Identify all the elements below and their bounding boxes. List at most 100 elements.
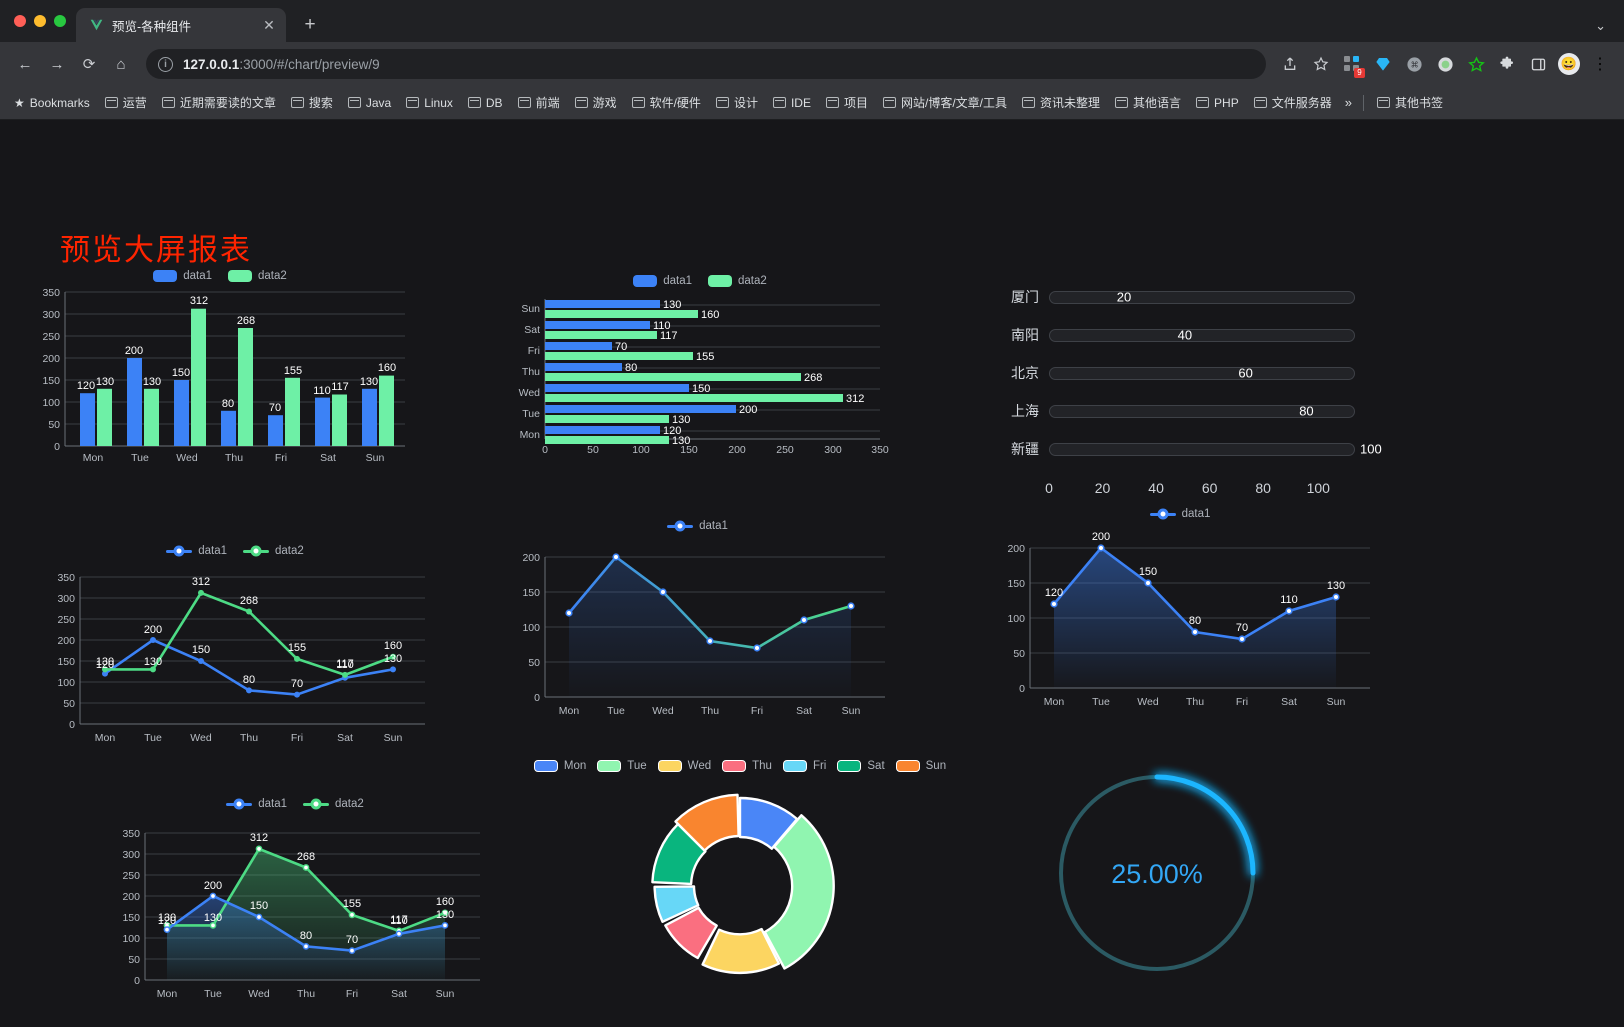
forward-icon[interactable]: → [49,55,65,73]
folder-icon [161,97,175,108]
site-info-icon[interactable]: i [158,56,173,72]
donut-slice-wed[interactable] [701,927,781,975]
bookmark-folder[interactable]: 软件/硬件 [626,91,707,114]
bookmark-folder[interactable]: 其他语言 [1109,91,1187,114]
donut-slice-fri[interactable] [653,885,700,923]
side-panel-icon[interactable] [1524,50,1552,78]
legend-item[interactable]: data1 [1149,508,1210,520]
legend-item[interactable]: data2 [303,798,364,810]
progress-track[interactable]: 20 [1049,290,1355,305]
svg-text:200: 200 [739,404,757,416]
bookmark-folder[interactable]: PHP [1190,93,1245,113]
diamond-extension-icon[interactable] [1369,50,1397,78]
share-icon[interactable] [1276,50,1304,78]
y-axis-ticks: 0 50 100 150 200 250 300 350 [42,287,60,453]
axis-tick: 60 [1201,480,1218,496]
bookmark-folder[interactable]: 搜索 [285,91,339,114]
svg-text:100: 100 [42,397,60,409]
bookmark-folder[interactable]: 设计 [710,91,764,114]
progress-track[interactable]: 60 [1049,366,1355,381]
bookmark-folder[interactable]: DB [462,93,509,113]
progress-track[interactable]: 80 [1049,404,1355,419]
bookmarks-label: Bookmarks [29,95,90,110]
svg-text:70: 70 [291,678,303,690]
progress-value: 40 [1177,327,1193,343]
bookmarks-overflow-icon[interactable]: » [1344,95,1352,110]
bookmark-folder[interactable]: 网站/博客/文章/工具 [877,91,1013,114]
legend-label: data1 [258,798,287,810]
bookmark-folder[interactable]: 项目 [820,91,874,114]
green-star-extension-icon[interactable] [1462,50,1490,78]
legend-item[interactable]: Sat [837,760,885,772]
svg-text:160: 160 [384,640,402,652]
chrome-menu-icon[interactable]: ⋮ [1592,56,1608,73]
legend-item[interactable]: Mon [533,760,586,772]
bookmark-folder[interactable]: 资讯未整理 [1016,91,1106,114]
minimize-window-button[interactable] [34,15,46,27]
chevron-down-icon[interactable]: ⌄ [1595,18,1606,33]
bookmark-folder[interactable]: 近期需要读的文章 [156,91,282,114]
bars-data2 [97,308,394,446]
bookmark-folder[interactable]: Linux [400,93,459,113]
legend-item[interactable]: data1 [166,545,227,557]
legend-item[interactable]: data1 [226,798,287,810]
profile-avatar[interactable]: 😀 [1555,50,1583,78]
legend-item[interactable]: Thu [722,760,772,772]
command-extension-icon[interactable]: ⌘ [1400,50,1428,78]
bookmark-folder[interactable]: 前端 [512,91,566,114]
circle-extension-icon[interactable] [1431,50,1459,78]
legend-item[interactable]: data2 [228,270,287,282]
reload-icon[interactable]: ⟳ [82,56,96,73]
svg-text:Mon: Mon [157,988,178,1000]
legend-swatch-wed [657,760,682,772]
bookmark-folder[interactable]: 游戏 [569,91,623,114]
svg-text:268: 268 [297,851,315,863]
browser-toolbar: ← → ⟳ ⌂ i 127.0.0.1:3000/#/chart/preview… [0,42,1624,86]
browser-tab[interactable]: 预览-各种组件 ✕ [76,8,286,42]
progress-track[interactable]: 100 [1049,442,1382,457]
divider [1362,94,1364,111]
new-tab-button[interactable]: + [304,14,316,35]
progress-track[interactable]: 40 [1049,327,1355,343]
svg-text:100: 100 [632,444,650,456]
legend-line-data1 [1149,512,1176,516]
donut-slice-thu[interactable] [664,906,718,960]
bookmark-folder[interactable]: 文件服务器 [1248,91,1338,114]
legend-item[interactable]: data1 [153,270,212,282]
legend-item[interactable]: Sun [895,760,946,772]
address-bar[interactable]: i 127.0.0.1:3000/#/chart/preview/9 [146,49,1266,79]
avatar-emoji: 😀 [1558,53,1580,75]
legend-item[interactable]: data2 [708,275,767,287]
legend-item[interactable]: Wed [657,760,711,772]
legend-item[interactable]: data1 [633,275,692,287]
svg-text:155: 155 [284,365,302,377]
legend-item[interactable]: data2 [243,545,304,557]
folder-icon [104,97,118,108]
extensions-grid-icon[interactable]: 9 [1338,50,1366,78]
home-icon[interactable]: ⌂ [116,55,126,73]
close-icon[interactable]: ✕ [263,17,275,33]
other-bookmarks-folder[interactable]: 其他书签 [1371,91,1449,114]
svg-text:100: 100 [122,933,140,945]
donut-slice-sun[interactable] [674,793,740,852]
bookmark-star-icon[interactable] [1307,50,1335,78]
folder-icon [517,97,531,108]
bookmarks-root[interactable]: ★ Bookmarks [8,93,96,113]
legend-item[interactable]: Fri [782,760,827,772]
legend-label: Fri [812,760,827,772]
legend-item[interactable]: data1 [667,520,728,532]
donut-slice-tue[interactable] [763,814,835,970]
close-window-button[interactable] [14,15,26,27]
maximize-window-button[interactable] [54,15,66,27]
legend-item[interactable]: Tue [597,760,647,772]
puzzle-extensions-icon[interactable] [1493,50,1521,78]
svg-text:Sun: Sun [436,988,455,1000]
bookmark-folder[interactable]: 运营 [99,91,153,114]
bookmark-folder[interactable]: Java [342,93,397,113]
back-icon[interactable]: ← [17,55,33,73]
axis-tick: 20 [1094,480,1111,496]
bookmark-folder[interactable]: IDE [767,93,817,113]
svg-text:Fri: Fri [346,988,358,1000]
svg-text:120: 120 [158,915,176,927]
